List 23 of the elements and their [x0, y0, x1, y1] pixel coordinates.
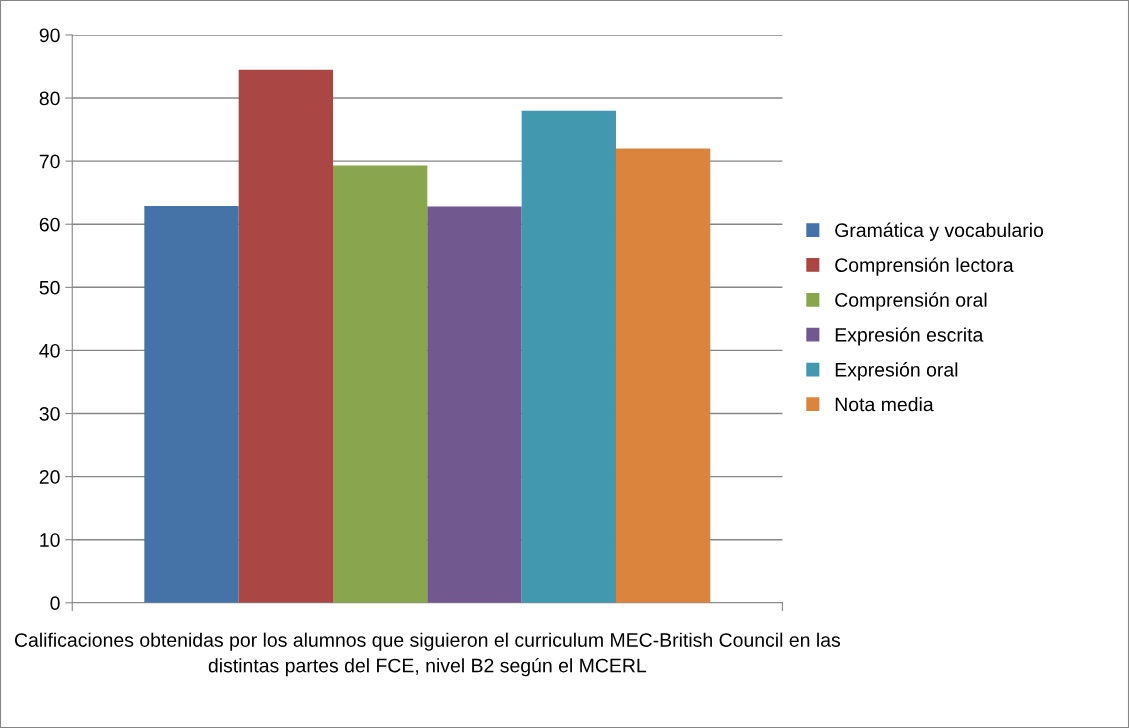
legend-label: Gramática y vocabulario	[835, 222, 1044, 241]
y-tick-label: 30	[39, 406, 60, 421]
legend-label: Comprensión lectora	[835, 257, 1014, 276]
bar	[427, 206, 522, 603]
y-tick-label: 70	[39, 154, 60, 169]
x-axis-title: Calificaciones obtenidas por los alumnos que siguieron el curriculum MEC-British Council en las distintas partes del FCE, nivel B2 según el MCERL	[14, 632, 841, 677]
y-tick-label: 20	[39, 470, 60, 484]
legend-label: Expresión oral	[835, 362, 958, 381]
y-tick-label: 60	[39, 217, 60, 232]
bar	[521, 110, 616, 603]
y-tick-label: 0	[50, 596, 60, 611]
y-tick-label: 40	[39, 343, 60, 358]
bar	[615, 148, 711, 603]
y-tick-label: 90	[39, 28, 60, 43]
bar	[144, 205, 239, 603]
legend-label: Comprensión oral	[835, 292, 987, 311]
legend-label: Expresión escrita	[835, 327, 984, 346]
y-tick-label: 10	[40, 533, 60, 547]
bar	[333, 165, 428, 603]
bar	[238, 69, 333, 603]
legend-label: Nota media	[835, 397, 934, 412]
y-tick-label: 50	[39, 280, 60, 295]
y-tick-label: 80	[39, 91, 60, 106]
